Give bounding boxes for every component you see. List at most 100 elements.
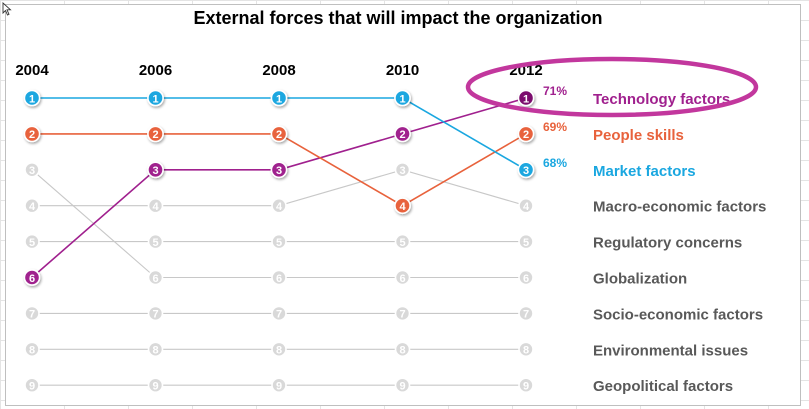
series-label-geopolitical-factors: Geopolitical factors xyxy=(593,378,733,395)
marker-socio-economic-factors-2006 xyxy=(147,305,164,322)
marker-rank-globalization-2008: 6 xyxy=(276,273,282,285)
series-label-macro-economic-factors: Macro-economic factors xyxy=(593,199,766,216)
marker-market-factors-2010 xyxy=(394,89,411,107)
marker-rank-regulatory-concerns-2010: 5 xyxy=(399,237,405,249)
marker-people-skills-2008 xyxy=(270,125,288,143)
marker-environmental-issues-2006 xyxy=(147,341,164,358)
marker-technology-factors-2012 xyxy=(517,89,535,107)
marker-rank-macro-economic-factors-2004: 4 xyxy=(29,201,36,213)
marker-rank-geopolitical-factors-2004: 9 xyxy=(29,381,35,393)
series-line-globalization xyxy=(31,169,526,279)
marker-rank-environmental-issues-2004: 8 xyxy=(29,345,35,357)
marker-rank-socio-economic-factors-2004: 7 xyxy=(29,309,35,321)
marker-rank-macro-economic-factors-2006: 4 xyxy=(152,201,159,213)
marker-people-skills-2006 xyxy=(147,125,164,143)
marker-people-skills-2012 xyxy=(517,125,535,143)
marker-globalization-2006 xyxy=(147,269,164,286)
marker-people-skills-2004 xyxy=(23,125,41,143)
marker-rank-macro-economic-factors-2010: 3 xyxy=(399,165,405,177)
marker-rank-geopolitical-factors-2012: 9 xyxy=(523,381,529,393)
marker-rank-globalization-2012: 6 xyxy=(523,273,529,285)
marker-rank-socio-economic-factors-2008: 7 xyxy=(276,309,282,321)
marker-macro-economic-factors-2004 xyxy=(24,197,40,214)
marker-macro-economic-factors-2012 xyxy=(518,197,534,214)
marker-rank-globalization-2006: 6 xyxy=(152,273,158,285)
marker-rank-geopolitical-factors-2010: 9 xyxy=(399,381,405,393)
marker-rank-people-skills-2006: 2 xyxy=(152,129,158,141)
marker-rank-regulatory-concerns-2012: 5 xyxy=(523,237,529,249)
marker-people-skills-2010 xyxy=(394,197,411,215)
marker-rank-market-factors-2006: 1 xyxy=(152,93,158,105)
marker-geopolitical-factors-2004 xyxy=(24,377,40,394)
marker-geopolitical-factors-2010 xyxy=(394,377,411,394)
series-label-regulatory-concerns: Regulatory concerns xyxy=(593,235,742,252)
marker-rank-market-factors-2012: 3 xyxy=(523,165,529,177)
marker-rank-people-skills-2004: 2 xyxy=(29,129,35,141)
marker-globalization-2004 xyxy=(24,162,40,178)
marker-technology-factors-2006 xyxy=(147,161,164,179)
marker-rank-macro-economic-factors-2012: 4 xyxy=(523,201,530,213)
marker-rank-environmental-issues-2012: 8 xyxy=(523,345,529,357)
marker-globalization-2012 xyxy=(518,269,534,286)
marker-rank-geopolitical-factors-2006: 9 xyxy=(152,381,158,393)
marker-macro-economic-factors-2006 xyxy=(147,197,164,214)
marker-regulatory-concerns-2010 xyxy=(394,233,411,250)
marker-rank-technology-factors-2004: 6 xyxy=(29,273,35,285)
series-label-technology-factors: Technology factors xyxy=(593,91,730,108)
marker-environmental-issues-2010 xyxy=(394,341,411,358)
marker-socio-economic-factors-2012 xyxy=(518,305,534,322)
marker-socio-economic-factors-2008 xyxy=(271,305,287,322)
marker-rank-macro-economic-factors-2008: 4 xyxy=(276,201,283,213)
marker-market-factors-2004 xyxy=(23,89,41,107)
marker-globalization-2008 xyxy=(271,269,287,286)
series-label-market-factors: Market factors xyxy=(593,163,696,180)
series-label-globalization: Globalization xyxy=(593,271,687,288)
marker-technology-factors-2004 xyxy=(23,269,41,286)
marker-rank-market-factors-2008: 1 xyxy=(276,93,282,105)
series-label-socio-economic-factors: Socio-economic factors xyxy=(593,306,763,323)
marker-rank-people-skills-2008: 2 xyxy=(276,129,282,141)
marker-regulatory-concerns-2012 xyxy=(518,233,534,250)
marker-rank-socio-economic-factors-2006: 7 xyxy=(152,309,158,321)
marker-rank-regulatory-concerns-2008: 5 xyxy=(276,237,282,249)
marker-rank-market-factors-2010: 1 xyxy=(399,93,405,105)
marker-technology-factors-2010 xyxy=(394,125,411,143)
marker-environmental-issues-2008 xyxy=(271,341,287,358)
year-label-2010: 2010 xyxy=(386,62,419,79)
marker-market-factors-2008 xyxy=(270,89,288,107)
marker-macro-economic-factors-2008 xyxy=(271,197,287,214)
marker-rank-environmental-issues-2006: 8 xyxy=(152,345,158,357)
year-label-2008: 2008 xyxy=(262,62,295,79)
marker-regulatory-concerns-2008 xyxy=(271,233,287,250)
marker-socio-economic-factors-2010 xyxy=(394,305,411,322)
series-label-people-skills: People skills xyxy=(593,127,684,144)
marker-rank-environmental-issues-2010: 8 xyxy=(399,345,405,357)
marker-technology-factors-2008 xyxy=(270,161,288,179)
marker-rank-technology-factors-2010: 2 xyxy=(399,129,405,141)
series-label-environmental-issues: Environmental issues xyxy=(593,342,748,359)
year-label-2004: 2004 xyxy=(15,62,49,79)
mouse-cursor-icon xyxy=(2,2,12,16)
marker-environmental-issues-2012 xyxy=(518,341,534,358)
marker-market-factors-2006 xyxy=(147,89,164,107)
marker-environmental-issues-2004 xyxy=(24,341,40,358)
highlight-ellipse xyxy=(465,56,759,118)
chart-title: External forces that will impact the org… xyxy=(193,8,602,28)
marker-rank-people-skills-2012: 2 xyxy=(523,129,529,141)
marker-rank-market-factors-2004: 1 xyxy=(29,93,35,105)
marker-rank-geopolitical-factors-2008: 9 xyxy=(276,381,282,393)
marker-geopolitical-factors-2012 xyxy=(518,377,534,394)
marker-globalization-2010 xyxy=(394,269,411,286)
series-line-technology-factors xyxy=(31,97,527,279)
marker-macro-economic-factors-2010 xyxy=(394,162,411,178)
marker-socio-economic-factors-2004 xyxy=(24,305,40,322)
marker-rank-technology-factors-2006: 3 xyxy=(152,165,158,177)
value-label-people-skills: 69% xyxy=(543,120,567,134)
marker-rank-socio-economic-factors-2010: 7 xyxy=(399,309,405,321)
marker-market-factors-2012 xyxy=(517,161,535,179)
value-label-market-factors: 68% xyxy=(543,156,567,170)
marker-rank-people-skills-2010: 4 xyxy=(399,201,406,213)
marker-geopolitical-factors-2008 xyxy=(271,377,287,394)
marker-rank-technology-factors-2012: 1 xyxy=(523,93,529,105)
